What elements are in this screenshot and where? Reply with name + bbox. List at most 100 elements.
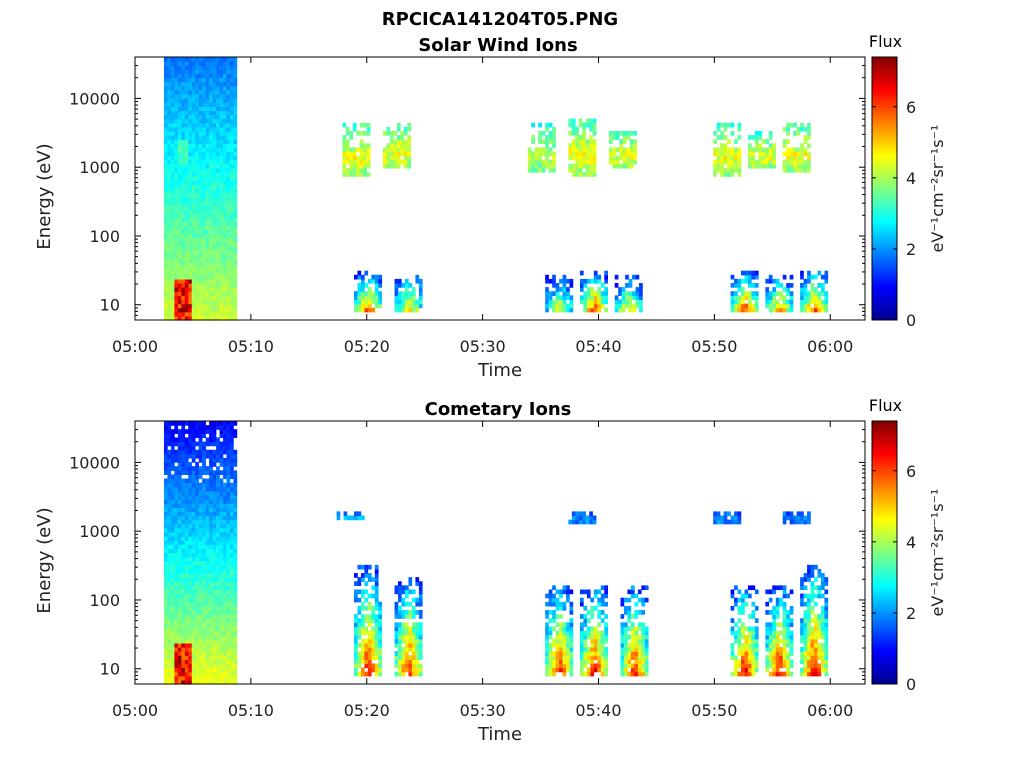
heatmap-cell xyxy=(394,626,399,632)
heatmap-cell xyxy=(559,295,563,301)
heatmap-cell xyxy=(170,307,175,313)
heatmap-cell xyxy=(628,283,633,288)
heatmap-cell xyxy=(226,667,231,673)
heatmap-cell xyxy=(789,283,794,288)
heatmap-cell xyxy=(170,291,175,296)
heatmap-cell xyxy=(404,307,409,313)
heatmap-cell xyxy=(619,151,624,157)
heatmap-cell xyxy=(754,295,759,301)
heatmap-cell xyxy=(371,577,376,582)
heatmap-cell xyxy=(727,511,731,517)
heatmap-cell xyxy=(209,291,213,296)
heatmap-cell xyxy=(181,573,186,578)
heatmap-cell xyxy=(188,445,193,451)
heatmap-cell xyxy=(202,605,206,611)
heatmap-cell xyxy=(824,303,829,309)
heatmap-cell xyxy=(356,147,361,153)
heatmap-cell xyxy=(367,667,372,673)
heatmap-cell xyxy=(188,503,193,508)
heatmap-cell xyxy=(184,478,189,484)
heatmap-cell xyxy=(198,303,203,309)
heatmap-cell xyxy=(803,671,808,677)
heatmap-cell xyxy=(354,638,358,644)
heatmap-cell xyxy=(223,258,227,264)
heatmap-cell xyxy=(230,519,234,525)
heatmap-cell xyxy=(212,130,217,136)
heatmap-cell xyxy=(198,73,203,79)
heatmap-cell xyxy=(195,258,199,264)
heatmap-cell xyxy=(623,655,628,660)
heatmap-cell xyxy=(552,614,556,619)
heatmap-cell xyxy=(418,626,423,632)
heatmap-cell xyxy=(167,610,172,615)
heatmap-cell xyxy=(541,159,546,165)
heatmap-cell xyxy=(174,237,179,243)
heatmap-cell xyxy=(170,213,175,218)
heatmap-cell xyxy=(167,679,172,685)
heatmap-cell xyxy=(555,655,560,660)
heatmap-cell xyxy=(198,494,203,500)
heatmap-cell xyxy=(191,494,196,500)
heatmap-cell xyxy=(205,614,210,619)
heatmap-cell xyxy=(212,490,217,496)
heatmap-cell xyxy=(205,130,210,136)
heatmap-cell xyxy=(371,299,376,305)
heatmap-cell xyxy=(398,614,402,619)
heatmap-cell xyxy=(538,163,542,169)
heatmap-cell xyxy=(548,667,553,673)
heatmap-cell xyxy=(734,167,738,173)
heatmap-cell xyxy=(195,98,199,103)
heatmap-cell xyxy=(223,544,227,549)
heatmap-cell xyxy=(177,233,182,239)
heatmap-cell xyxy=(754,655,759,660)
heatmap-cell xyxy=(209,307,213,313)
heatmap-cell xyxy=(177,540,182,545)
heatmap-cell xyxy=(174,266,179,272)
heatmap-cell xyxy=(223,307,227,313)
heatmap-cell xyxy=(226,130,231,136)
heatmap-cell xyxy=(226,237,231,243)
heatmap-cell xyxy=(209,421,213,426)
heatmap-cell xyxy=(817,307,822,313)
heatmap-cell xyxy=(411,667,416,673)
heatmap-cell xyxy=(641,626,646,632)
heatmap-cell xyxy=(174,667,179,673)
heatmap-cell xyxy=(223,311,227,317)
heatmap-cell xyxy=(177,102,182,107)
heatmap-cell xyxy=(569,634,574,640)
heatmap-cell xyxy=(747,163,752,169)
heatmap-cell xyxy=(233,544,238,549)
heatmap-cell xyxy=(747,647,752,652)
heatmap-cell xyxy=(226,77,231,83)
heatmap-cell xyxy=(741,663,745,669)
heatmap-cell xyxy=(629,143,634,149)
heatmap-cell xyxy=(223,287,227,292)
heatmap-cell xyxy=(209,102,213,107)
heatmap-cell xyxy=(216,540,220,545)
heatmap-cell xyxy=(593,307,598,313)
heatmap-cell xyxy=(723,126,728,132)
heatmap-cell xyxy=(782,295,787,301)
heatmap-cell xyxy=(170,176,175,181)
heatmap-cell xyxy=(170,209,175,214)
heatmap-cell xyxy=(202,209,206,214)
heatmap-cell xyxy=(167,470,172,476)
heatmap-cell xyxy=(734,147,738,153)
heatmap-cell xyxy=(188,482,193,488)
heatmap-cell xyxy=(734,585,738,591)
heatmap-cell xyxy=(575,167,580,173)
heatmap-cell xyxy=(184,577,189,582)
heatmap-cell xyxy=(768,663,773,669)
heatmap-cell xyxy=(566,303,570,309)
heatmap-cell xyxy=(786,614,790,619)
heatmap-cell xyxy=(824,278,829,284)
heatmap-cell xyxy=(191,486,196,492)
heatmap-cell xyxy=(612,130,617,136)
heatmap-cell xyxy=(637,597,642,603)
heatmap-cell xyxy=(163,531,168,537)
heatmap-cell xyxy=(195,544,199,549)
heatmap-cell xyxy=(394,299,399,305)
heatmap-cell xyxy=(741,605,745,611)
heatmap-cell xyxy=(824,610,829,615)
